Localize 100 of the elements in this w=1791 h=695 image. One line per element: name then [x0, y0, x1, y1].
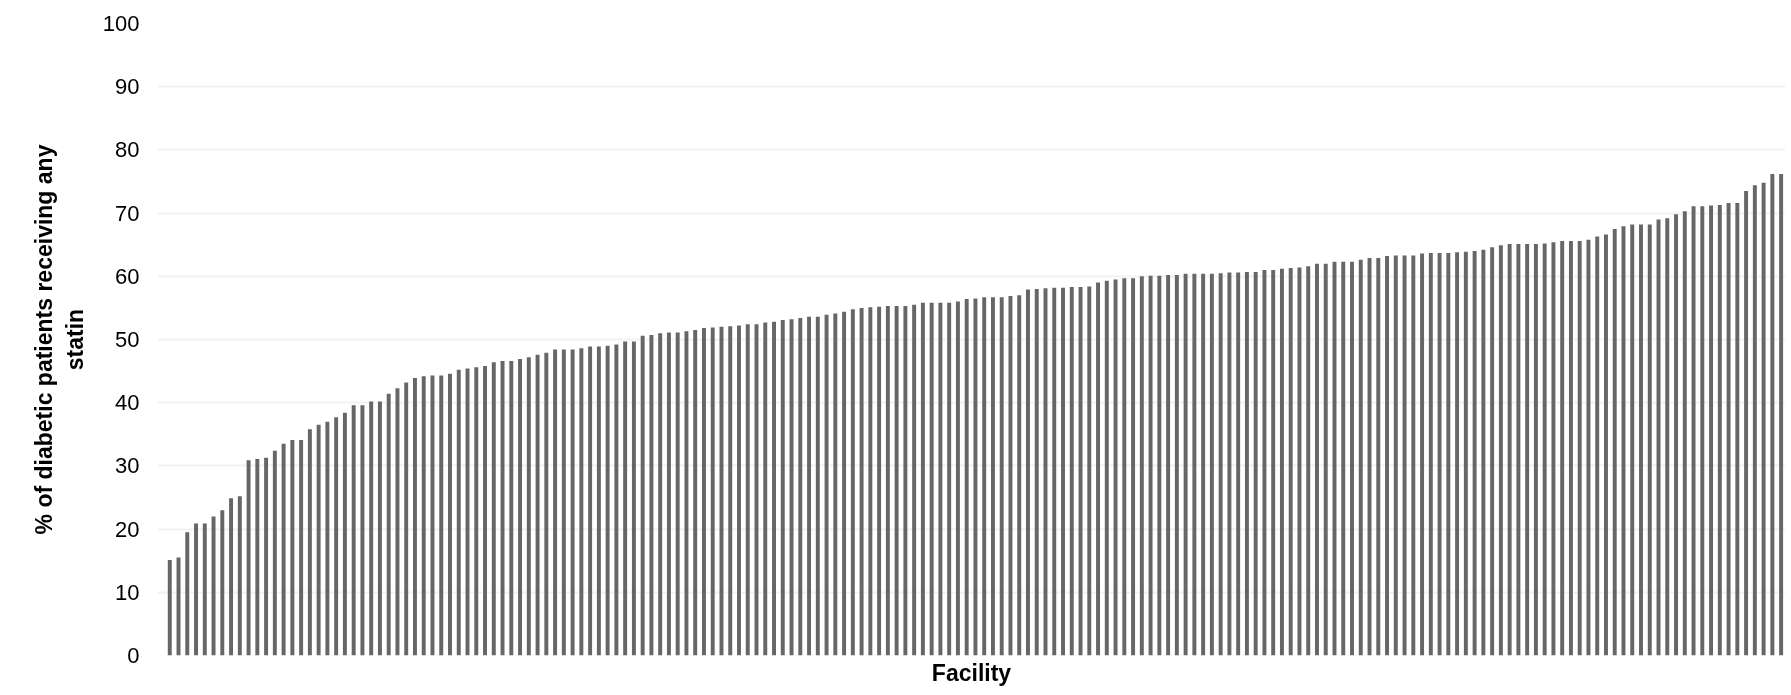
bar — [1288, 268, 1293, 656]
bar — [868, 307, 873, 656]
bar — [1034, 288, 1039, 656]
y-tick-label: 40 — [115, 390, 140, 416]
bar — [815, 316, 820, 656]
bar — [1533, 244, 1538, 656]
bar — [395, 388, 400, 656]
bar — [1218, 273, 1223, 656]
bar — [377, 401, 382, 656]
bar — [1463, 251, 1468, 656]
bar — [246, 460, 251, 656]
bar — [535, 354, 540, 656]
bar — [955, 301, 960, 656]
bar — [1604, 234, 1608, 656]
bar — [421, 376, 426, 656]
bar — [307, 429, 312, 656]
bar — [474, 367, 479, 656]
bar — [561, 349, 566, 656]
bar — [1481, 249, 1486, 656]
bar — [1139, 276, 1144, 656]
bar — [500, 360, 505, 656]
y-tick-label: 80 — [115, 137, 140, 163]
bar — [1122, 278, 1127, 656]
y-tick-label: 90 — [115, 74, 140, 100]
bar — [631, 341, 636, 656]
bar — [658, 333, 663, 656]
bar — [859, 307, 864, 656]
bar — [185, 532, 190, 656]
bar — [1770, 173, 1775, 656]
bar — [1595, 236, 1600, 656]
bar — [920, 302, 925, 656]
bar — [1402, 255, 1407, 656]
bar — [990, 297, 995, 656]
bar — [798, 318, 803, 656]
bar — [693, 330, 698, 656]
bar — [1113, 279, 1118, 656]
bar — [1385, 256, 1390, 656]
bar — [483, 366, 487, 656]
y-tick-label: 20 — [115, 516, 140, 542]
bar — [1271, 269, 1276, 656]
bar — [1577, 240, 1582, 656]
bar — [1315, 263, 1319, 656]
bar — [1183, 273, 1188, 656]
y-tick-label: 10 — [115, 579, 140, 605]
bar — [1507, 244, 1512, 656]
bar — [1420, 253, 1425, 656]
bar — [1735, 202, 1740, 656]
bar — [1244, 271, 1249, 656]
bar — [1752, 185, 1757, 656]
y-tick-label: 30 — [115, 453, 140, 479]
bar — [623, 341, 628, 656]
bar — [1437, 252, 1442, 656]
bar — [448, 373, 452, 656]
bar — [1630, 224, 1635, 656]
bar — [1227, 272, 1232, 656]
bar — [316, 424, 321, 656]
bar — [1253, 271, 1258, 656]
bar — [544, 352, 549, 656]
bar — [1674, 214, 1678, 656]
bar — [1052, 287, 1057, 656]
bar — [903, 306, 908, 656]
bar — [1761, 182, 1766, 656]
bar — [675, 332, 680, 656]
bar — [579, 348, 584, 656]
bar — [1411, 255, 1416, 656]
bar — [728, 326, 733, 656]
bar — [1560, 240, 1565, 656]
bar — [1174, 275, 1179, 656]
bar — [938, 302, 943, 656]
bar — [1542, 243, 1547, 656]
bar — [737, 325, 741, 656]
bar — [842, 311, 847, 656]
bar — [824, 314, 829, 656]
bar — [614, 344, 619, 656]
bar — [202, 523, 207, 656]
bar — [1709, 205, 1714, 656]
bar — [1087, 286, 1092, 656]
bar — [973, 298, 978, 656]
bar — [1612, 228, 1617, 656]
bar — [1568, 240, 1573, 656]
bar — [1665, 218, 1670, 656]
bar — [518, 359, 523, 656]
bar — [1717, 204, 1722, 656]
bar — [386, 393, 391, 656]
bar — [220, 510, 225, 656]
bar — [1472, 251, 1477, 656]
bar — [1700, 206, 1705, 656]
bar — [1096, 282, 1101, 656]
bar — [1490, 247, 1495, 656]
bar — [456, 369, 461, 656]
bar — [1639, 224, 1643, 656]
bar — [780, 319, 785, 656]
bar — [1209, 273, 1214, 656]
bar — [1061, 287, 1065, 656]
bar — [1279, 268, 1284, 656]
bar — [885, 306, 890, 656]
bar — [710, 327, 715, 656]
bar — [211, 516, 216, 656]
bar — [491, 362, 496, 656]
bar — [342, 412, 347, 656]
